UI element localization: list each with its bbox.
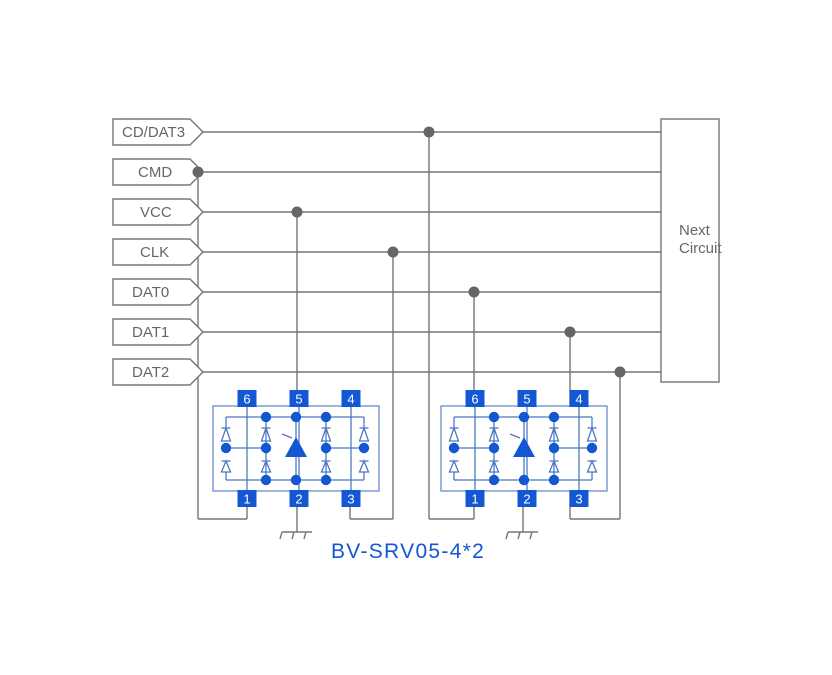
svg-text:1: 1 xyxy=(471,491,478,506)
svg-text:CMD: CMD xyxy=(138,164,172,181)
svg-text:DAT2: DAT2 xyxy=(132,364,169,381)
svg-text:5: 5 xyxy=(295,391,302,406)
svg-text:2: 2 xyxy=(523,491,530,506)
svg-text:CD/DAT3: CD/DAT3 xyxy=(122,124,185,141)
svg-text:4: 4 xyxy=(575,391,582,406)
svg-text:3: 3 xyxy=(347,491,354,506)
svg-text:VCC: VCC xyxy=(140,204,172,221)
svg-text:DAT1: DAT1 xyxy=(132,324,169,341)
svg-text:DAT0: DAT0 xyxy=(132,284,169,301)
svg-text:3: 3 xyxy=(575,491,582,506)
svg-text:Next: Next xyxy=(679,222,711,239)
svg-text:BV-SRV05-4*2: BV-SRV05-4*2 xyxy=(331,540,485,563)
svg-text:Circuit: Circuit xyxy=(679,240,722,257)
svg-text:CLK: CLK xyxy=(140,244,169,261)
svg-text:1: 1 xyxy=(243,491,250,506)
svg-text:2: 2 xyxy=(295,491,302,506)
svg-text:4: 4 xyxy=(347,391,354,406)
svg-text:6: 6 xyxy=(471,391,478,406)
svg-text:5: 5 xyxy=(523,391,530,406)
svg-text:6: 6 xyxy=(243,391,250,406)
